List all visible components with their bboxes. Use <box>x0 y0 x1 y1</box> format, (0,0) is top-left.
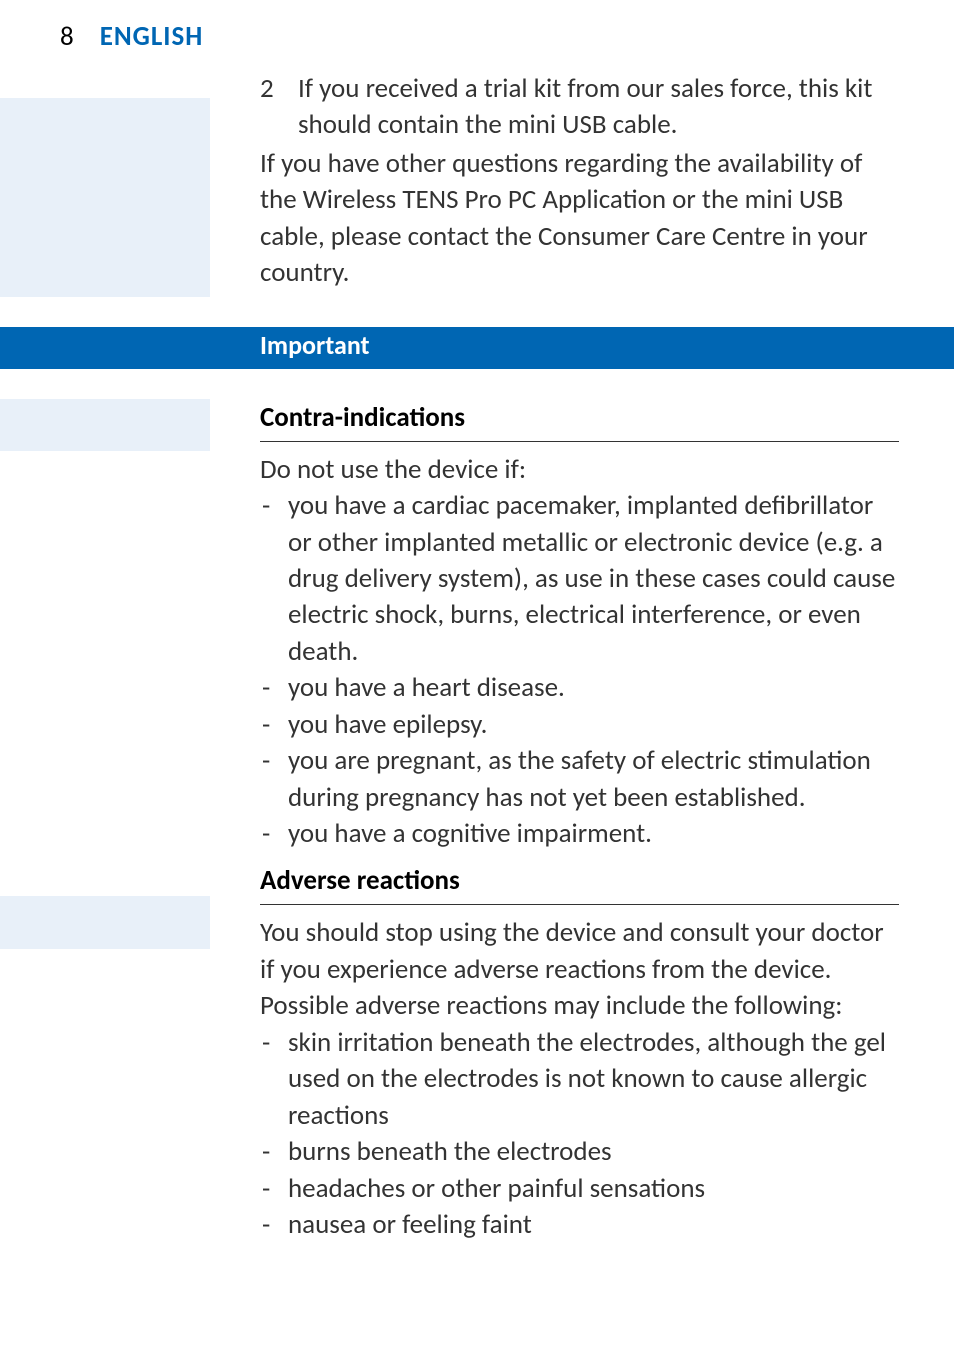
list-number: 2 <box>260 71 298 144</box>
sidebar-tint-contra <box>0 399 210 451</box>
list-item: - you are pregnant, as the safety of ele… <box>260 743 899 816</box>
sidebar-tint-adverse <box>0 896 210 949</box>
list-item: - you have epilepsy. <box>260 707 899 743</box>
adverse-bullet-list: - skin irritation beneath the electrodes… <box>260 1025 899 1244</box>
list-item: - headaches or other painful sensations <box>260 1171 899 1207</box>
bullet-text: you are pregnant, as the safety of elect… <box>288 743 899 816</box>
list-item: - you have a cognitive impairment. <box>260 816 899 852</box>
list-item: - burns beneath the electrodes <box>260 1134 899 1170</box>
adverse-heading: Adverse reactions <box>260 864 899 905</box>
language-label: ENGLISH <box>100 20 204 53</box>
sidebar-tint-intro <box>0 98 210 297</box>
adverse-para2: Possible adverse reactions may include t… <box>260 988 899 1024</box>
bullet-text: you have a cardiac pacemaker, implanted … <box>288 488 899 670</box>
bullet-text: you have a cognitive impairment. <box>288 816 652 852</box>
bullet-text: nausea or feeling faint <box>288 1207 532 1243</box>
contra-section: Contra-indications Do not use the device… <box>0 401 954 853</box>
bullet-dash-icon: - <box>260 1171 288 1207</box>
contra-lead: Do not use the device if: <box>260 452 899 488</box>
bullet-text: skin irritation beneath the electrodes, … <box>288 1025 899 1134</box>
important-banner-text: Important <box>260 324 899 366</box>
bullet-text: you have a heart disease. <box>288 670 565 706</box>
list-item: - skin irritation beneath the electrodes… <box>260 1025 899 1134</box>
page-header: 8 ENGLISH <box>0 0 954 71</box>
bullet-text: burns beneath the electrodes <box>288 1134 612 1170</box>
bullet-dash-icon: - <box>260 670 288 706</box>
bullet-text: you have epilepsy. <box>288 707 487 743</box>
bullet-dash-icon: - <box>260 1134 288 1170</box>
list-item: - you have a cardiac pacemaker, implante… <box>260 488 899 670</box>
bullet-dash-icon: - <box>260 488 288 670</box>
item2-text: If you received a trial kit from our sal… <box>298 71 899 144</box>
list-item: - you have a heart disease. <box>260 670 899 706</box>
bullet-text: headaches or other painful sensations <box>288 1171 705 1207</box>
bullet-dash-icon: - <box>260 1025 288 1134</box>
contra-bullet-list: - you have a cardiac pacemaker, implante… <box>260 488 899 852</box>
numbered-item-2: 2 If you received a trial kit from our s… <box>260 71 899 144</box>
contra-heading: Contra-indications <box>260 401 899 442</box>
intro-continuation: If you have other questions regarding th… <box>260 146 899 292</box>
bullet-dash-icon: - <box>260 816 288 852</box>
list-item: - nausea or feeling faint <box>260 1207 899 1243</box>
bullet-dash-icon: - <box>260 707 288 743</box>
bullet-dash-icon: - <box>260 1207 288 1243</box>
page-number: 8 <box>60 20 74 53</box>
adverse-para1: You should stop using the device and con… <box>260 915 899 988</box>
bullet-dash-icon: - <box>260 743 288 816</box>
